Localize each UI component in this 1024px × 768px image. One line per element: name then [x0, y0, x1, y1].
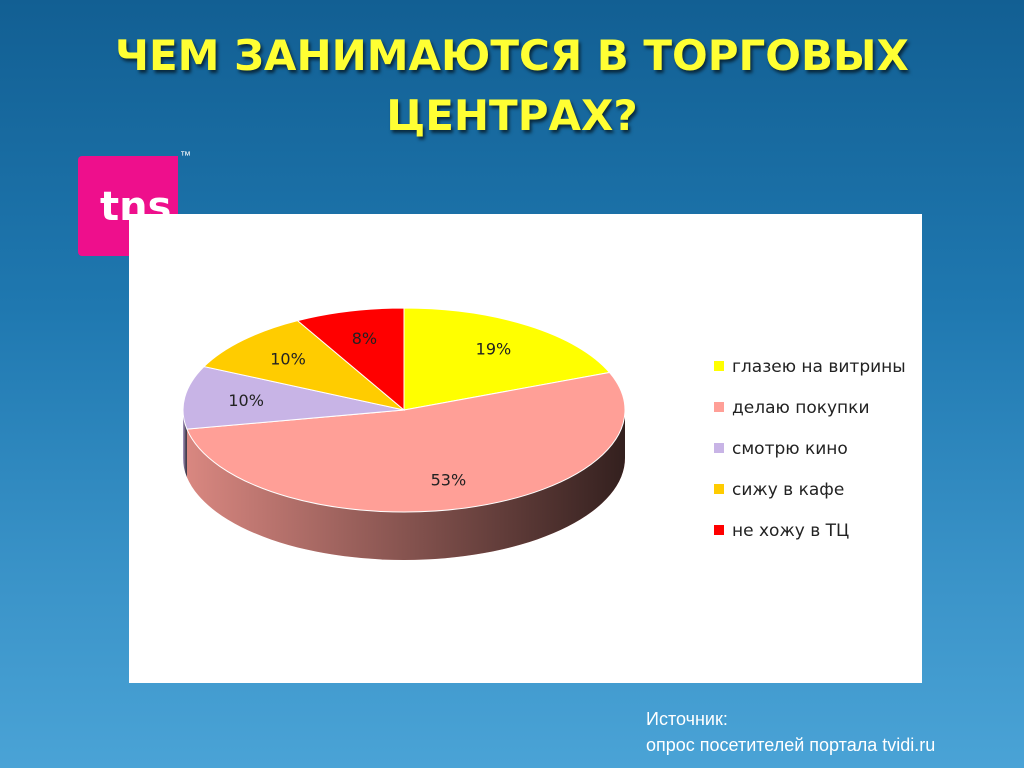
logo: tns: [78, 156, 178, 256]
pie-slice: [203, 320, 405, 411]
legend-swatch: [714, 402, 724, 412]
chart: 19% 53% 10% 10% 8% глазею на витрины делаю пок…: [182, 307, 906, 561]
data-label: 10%: [270, 350, 306, 369]
pie-side-shade: [186, 410, 625, 561]
legend-swatch: [714, 525, 724, 535]
chart-panel: 19% 53% 10% 10% 8% глазею на витрины делаю пок…: [129, 214, 922, 683]
slide-title: ЧЕМ ЗАНИМАЮТСЯ В ТОРГОВЫХ ЦЕНТРАХ?: [115, 31, 909, 140]
data-label: 19%: [476, 339, 512, 358]
data-label: 53%: [431, 471, 467, 490]
legend-label: не хожу в ТЦ: [732, 521, 849, 541]
pie-slice: [296, 307, 405, 412]
legend-label: сижу в кафе: [732, 480, 844, 500]
data-label: 8%: [352, 329, 377, 348]
legend-label: смотрю кино: [732, 439, 848, 459]
legend-swatch: [714, 361, 724, 371]
legend-label: делаю покупки: [732, 398, 870, 418]
pie-slice: [403, 307, 611, 411]
legend-swatch: [714, 484, 724, 494]
source-label: Источник:: [646, 709, 728, 729]
data-label: 10%: [228, 391, 264, 410]
legend-swatch: [714, 443, 724, 453]
logo-trademark: ™: [180, 150, 191, 162]
legend-label: глазею на витрины: [732, 357, 906, 377]
pie-slice: [186, 371, 626, 513]
source: Источник: опрос посетителей портала tvid…: [646, 706, 935, 758]
source-text: опрос посетителей портала tvidi.ru: [646, 735, 936, 755]
pie-slice: [182, 366, 405, 430]
